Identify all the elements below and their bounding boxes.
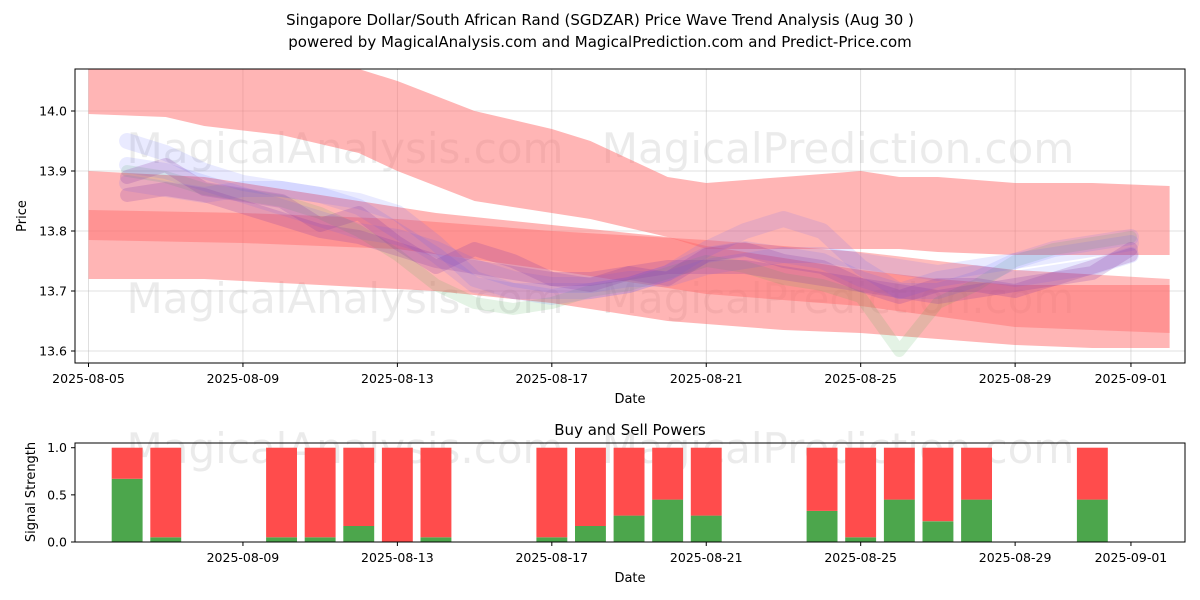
buy-bar — [883, 499, 915, 542]
signal-x-axis-label: Date — [614, 571, 645, 586]
purple-wave-line — [120, 158, 1138, 304]
signal-y-ticks: 0.0 0.5 1.0 — [47, 440, 75, 550]
price-axes-frame — [74, 68, 1186, 364]
price-y-tick-label: 13.7 — [39, 284, 67, 299]
buy-bar — [343, 526, 375, 542]
watermark-prediction: MagicalPrediction.com — [602, 124, 1075, 173]
buy-bar — [652, 499, 684, 542]
sell-bar — [922, 447, 954, 522]
price-x-tick-label: 2025-08-13 — [361, 371, 434, 386]
signal-x-tick-label: 2025-08-25 — [824, 550, 897, 565]
sell-bar — [883, 447, 915, 500]
price-clip-group — [88, 69, 1170, 357]
sell-bar — [343, 447, 375, 526]
signal-x-tick-label: 2025-08-13 — [361, 550, 434, 565]
buy-bar — [961, 499, 992, 542]
price-x-tick-label: 2025-08-17 — [515, 371, 588, 386]
sell-bar — [690, 447, 722, 516]
signal-panel: Buy and Sell Powers MagicalAnalysis.com … — [24, 421, 1186, 586]
buy-bar — [613, 515, 645, 542]
sell-bar — [1076, 447, 1108, 500]
signal-bars — [111, 447, 1108, 542]
sell-bar — [613, 447, 645, 516]
sell-bar — [111, 447, 143, 479]
blue-wave-line — [119, 157, 1139, 293]
signal-axes-frame — [74, 442, 1186, 543]
sell-bar — [806, 447, 838, 511]
price-x-tick-label: 2025-08-29 — [979, 371, 1052, 386]
price-wave-panel: MagicalAnalysis.com MagicalPrediction.co… — [15, 68, 1186, 407]
blue-wave-line — [119, 175, 1139, 299]
sell-bar — [961, 447, 992, 500]
signal-x-tick-label: 2025-08-09 — [207, 550, 280, 565]
buy-bar — [420, 537, 452, 542]
buy-bar — [111, 478, 143, 542]
green-wave-line — [121, 165, 1137, 357]
red-wave-band — [88, 69, 1170, 255]
signal-y-tick-label: 0.0 — [47, 535, 67, 550]
price-x-tick-label: 2025-08-25 — [824, 371, 897, 386]
buy-bar — [690, 515, 722, 542]
price-y-tick-label: 14.0 — [39, 104, 67, 119]
signal-x-tick-label: 2025-08-29 — [979, 550, 1052, 565]
price-y-tick-label: 13.9 — [39, 164, 67, 179]
sell-bar — [575, 447, 606, 526]
buy-bar — [1076, 499, 1108, 542]
price-x-axis-label: Date — [614, 392, 645, 407]
price-x-tick-label: 2025-09-01 — [1095, 371, 1168, 386]
signal-y-tick-label: 1.0 — [47, 440, 67, 455]
price-y-ticks: 13.6 13.7 13.8 13.9 14.0 — [39, 104, 75, 359]
signal-x-tick-label: 2025-08-17 — [515, 550, 588, 565]
price-y-tick-label: 13.8 — [39, 224, 67, 239]
buy-bar — [536, 537, 568, 542]
red-wave-band — [88, 171, 1170, 348]
sell-bar — [304, 447, 336, 538]
price-x-tick-label: 2025-08-05 — [52, 371, 125, 386]
signal-x-tick-label: 2025-08-21 — [670, 550, 743, 565]
price-y-tick-label: 13.6 — [39, 344, 67, 359]
signal-chart-title: Buy and Sell Powers — [554, 421, 706, 439]
blue-wave-line — [119, 133, 1139, 305]
price-y-axis-label: Price — [15, 200, 30, 232]
signal-x-tick-label: 2025-09-01 — [1095, 550, 1168, 565]
buy-bar — [575, 526, 606, 542]
buy-bar — [845, 537, 877, 542]
sell-bar — [536, 447, 568, 538]
buy-bar — [150, 537, 182, 542]
price-series — [88, 69, 1170, 357]
chart-title-line1: Singapore Dollar/South African Rand (SGD… — [286, 11, 914, 29]
purple-wave-line — [120, 182, 1138, 304]
signal-y-axis-label: Signal Strength — [24, 442, 39, 542]
sell-bar — [420, 447, 452, 538]
red-wave-band — [88, 210, 1170, 333]
price-x-tick-label: 2025-08-09 — [207, 371, 280, 386]
buy-bar — [304, 537, 336, 542]
buy-bar — [806, 510, 838, 542]
price-x-tick-label: 2025-08-21 — [670, 371, 743, 386]
buy-bar — [922, 521, 954, 542]
signal-y-tick-label: 0.5 — [47, 487, 67, 502]
sell-bar — [150, 447, 182, 538]
sell-bar — [652, 447, 684, 500]
price-x-ticks: 2025-08-05 2025-08-09 2025-08-13 2025-08-17… — [52, 363, 1167, 386]
chart-title-line2: powered by MagicalAnalysis.com and Magic… — [288, 33, 912, 51]
sell-bar — [845, 447, 877, 538]
buy-bar — [266, 537, 297, 542]
signal-x-ticks: 2025-08-09 2025-08-13 2025-08-17 2025-08-21… — [207, 542, 1168, 565]
sell-bar — [381, 447, 413, 542]
sell-bar — [266, 447, 297, 538]
